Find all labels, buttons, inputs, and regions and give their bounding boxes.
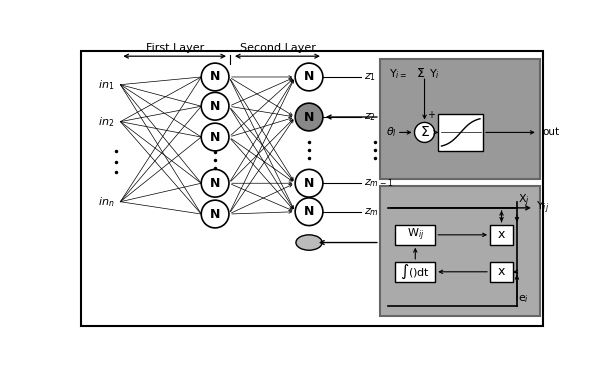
Text: W$_{ij}$: W$_{ij}$: [406, 227, 424, 243]
Text: in$_1$: in$_1$: [98, 78, 114, 92]
Text: out: out: [542, 128, 559, 137]
Text: z$_2$: z$_2$: [365, 111, 376, 123]
Text: z$_1$: z$_1$: [365, 71, 376, 83]
Bar: [380, 186, 540, 316]
Text: x: x: [498, 265, 506, 278]
Text: N: N: [210, 131, 220, 144]
Text: N: N: [304, 70, 314, 83]
Text: Y$_i$: Y$_i$: [429, 67, 440, 81]
Text: N: N: [210, 208, 220, 221]
Circle shape: [201, 200, 229, 228]
Text: z$_m$: z$_m$: [365, 206, 379, 218]
Text: $\Sigma$: $\Sigma$: [416, 67, 425, 80]
Ellipse shape: [296, 235, 322, 250]
Circle shape: [201, 63, 229, 91]
Text: $\theta_l$: $\theta_l$: [386, 125, 397, 140]
Circle shape: [201, 169, 229, 197]
Circle shape: [295, 63, 323, 91]
Text: Y$_{ij}$: Y$_{ij}$: [536, 200, 550, 216]
Text: N: N: [210, 177, 220, 190]
Text: x: x: [498, 228, 506, 241]
Circle shape: [201, 92, 229, 120]
Text: Second Layer: Second Layer: [239, 43, 315, 53]
Text: N: N: [304, 110, 314, 124]
Text: N: N: [210, 70, 220, 83]
Circle shape: [414, 122, 435, 142]
Bar: [490, 262, 513, 282]
Bar: [380, 59, 540, 179]
Text: N: N: [304, 177, 314, 190]
Text: $\Sigma$: $\Sigma$: [420, 125, 430, 140]
Bar: [438, 114, 483, 151]
Text: N: N: [304, 205, 314, 218]
Circle shape: [201, 123, 229, 151]
Bar: [395, 262, 435, 282]
Circle shape: [295, 169, 323, 197]
Bar: [490, 225, 513, 245]
Text: in$_2$: in$_2$: [98, 115, 114, 129]
Bar: [395, 225, 435, 245]
Text: N: N: [210, 100, 220, 113]
Text: +: +: [427, 110, 435, 120]
Text: i: i: [420, 68, 422, 74]
Text: $\int$()dt: $\int$()dt: [400, 263, 430, 281]
Text: Y$_{i=}$: Y$_{i=}$: [389, 67, 408, 81]
Text: e$_i$: e$_i$: [518, 293, 529, 305]
Text: First Layer: First Layer: [146, 43, 204, 53]
Circle shape: [295, 198, 323, 225]
Text: z$_{m-1}$: z$_{m-1}$: [365, 177, 394, 189]
Text: X$_j$: X$_j$: [518, 192, 531, 209]
Circle shape: [295, 103, 323, 131]
Text: in$_n$: in$_n$: [97, 195, 114, 209]
